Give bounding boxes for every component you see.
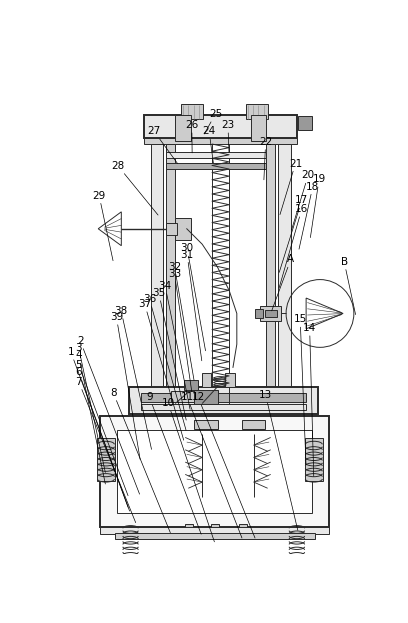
Text: 17: 17 [279,196,308,272]
Text: A: A [272,254,294,311]
Text: 33: 33 [168,269,192,392]
Bar [266,144,275,387]
Bar [185,525,193,531]
Text: 4: 4 [75,350,105,484]
Text: 11: 11 [180,392,242,538]
Circle shape [133,569,141,577]
Bar [184,381,198,390]
Bar [225,373,235,387]
Text: 16: 16 [279,204,308,288]
Text: 14: 14 [303,323,316,476]
Bar [166,163,266,169]
Text: 22: 22 [259,137,272,180]
Text: 26: 26 [185,120,198,153]
Text: 12: 12 [191,392,255,538]
Text: 15: 15 [294,315,307,465]
Bar [171,391,214,402]
Bar [305,438,323,480]
Text: 3: 3 [75,343,105,472]
Text: 28: 28 [111,161,158,215]
Text: 35: 35 [152,288,186,420]
Bar [151,144,163,387]
Text: 39: 39 [110,312,140,459]
Bar [144,138,297,144]
Text: 31: 31 [180,250,202,361]
Bar [129,387,318,414]
Bar [166,222,177,235]
Bar [166,144,175,387]
Text: 24: 24 [202,126,216,163]
Text: 32: 32 [168,262,194,380]
Bar [144,115,297,138]
Text: 6: 6 [75,367,130,511]
Bar [202,373,211,387]
Text: 38: 38 [115,306,151,449]
Bar [117,430,312,513]
Text: 37: 37 [138,299,184,440]
Text: 18: 18 [299,181,319,249]
Text: 2: 2 [77,336,140,494]
Bar [166,152,266,158]
Text: 20: 20 [292,171,315,230]
Bar [182,104,203,120]
Bar [264,310,277,316]
Text: 8: 8 [110,388,170,533]
Text: 1: 1 [68,347,128,507]
Text: 23: 23 [221,120,235,153]
Text: 10: 10 [162,398,214,542]
Bar [255,309,263,318]
Text: 30: 30 [181,244,206,351]
Text: 27: 27 [148,126,177,163]
Bar [251,115,266,141]
Bar [260,306,282,321]
Bar [211,525,219,531]
Bar [175,115,191,141]
Bar [278,144,291,387]
Bar [246,104,268,120]
Bar [100,527,329,535]
Text: 9: 9 [146,392,201,534]
Text: 13: 13 [259,390,298,530]
Bar [283,554,311,563]
Bar [141,404,306,410]
Text: 7: 7 [75,377,136,523]
Bar [175,218,191,239]
Bar [195,420,217,429]
Text: 25: 25 [204,109,222,134]
Bar [115,533,315,539]
Bar [239,525,247,531]
Bar [100,416,329,527]
Circle shape [293,569,301,577]
Text: 21: 21 [280,158,302,214]
Text: B: B [341,257,356,315]
Bar [123,554,151,563]
Text: 29: 29 [93,191,113,260]
Bar [97,438,115,480]
Text: 36: 36 [143,294,186,430]
Bar [298,117,312,130]
Text: 34: 34 [158,281,190,409]
Text: 19: 19 [310,174,326,237]
Text: 5: 5 [75,360,128,496]
Bar [195,390,217,404]
Bar [141,392,306,402]
Bar [242,420,265,429]
